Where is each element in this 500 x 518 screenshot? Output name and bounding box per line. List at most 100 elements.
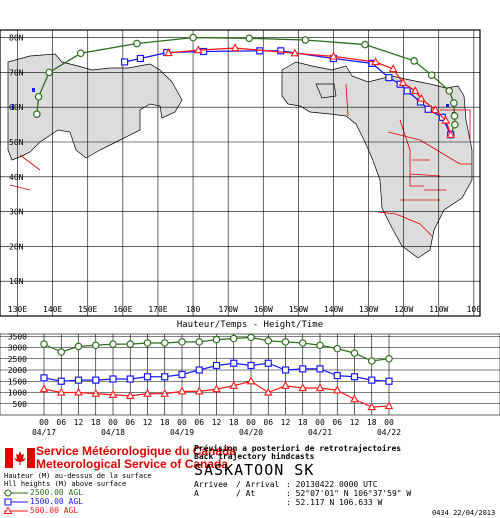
trajectory-point xyxy=(290,48,300,57)
at-label: / At xyxy=(236,489,256,498)
series-triangle xyxy=(39,376,394,411)
hour-tick-label: 06 xyxy=(125,418,135,427)
data-point xyxy=(316,365,324,373)
data-point xyxy=(281,338,290,346)
station-name: SASKATOON SK xyxy=(194,461,315,479)
date-tick-label: 04/21 xyxy=(308,428,332,437)
data-point xyxy=(247,361,255,370)
chart-series xyxy=(39,333,394,411)
data-point xyxy=(384,401,394,410)
data-point xyxy=(315,383,325,392)
data-point xyxy=(264,336,273,345)
data-point xyxy=(385,354,393,363)
trajectory-point xyxy=(245,34,254,43)
latitude-label: 40N xyxy=(9,173,24,182)
hour-tick-label: 18 xyxy=(91,418,101,427)
data-point xyxy=(350,373,359,381)
series-square xyxy=(40,359,393,385)
trajectory-point xyxy=(451,120,459,129)
trajectory-point xyxy=(33,110,41,118)
coordinates-decimal: : 52.117 N 106.633 W xyxy=(286,498,383,507)
trajectory-point xyxy=(445,87,454,95)
legend-markers xyxy=(3,489,28,514)
data-point xyxy=(247,333,255,342)
data-point xyxy=(161,373,169,381)
trajectory-point xyxy=(410,86,420,94)
latitude-label: 80N xyxy=(9,34,24,43)
data-point xyxy=(298,339,307,347)
data-point xyxy=(91,341,100,350)
data-point xyxy=(333,372,341,380)
trajectory-point xyxy=(427,71,436,79)
data-point xyxy=(298,383,308,392)
data-point xyxy=(332,385,342,394)
description-en: Back trajectory hindcasts xyxy=(194,452,315,461)
trajectory-point xyxy=(371,57,380,66)
trajectories xyxy=(33,33,459,139)
hour-tick-label: 00 xyxy=(315,418,325,427)
longitude-label: 180 xyxy=(186,305,201,314)
latitude-label: 30N xyxy=(9,208,24,217)
longitude-label: 100 xyxy=(467,305,482,314)
longitude-label: 170W xyxy=(219,305,238,314)
trajectory-point xyxy=(45,68,53,77)
data-point xyxy=(143,373,152,381)
legend-subtitle: Hll heights (M) above surface xyxy=(4,480,127,488)
data-point xyxy=(316,341,324,350)
hour-tick-label: 00 xyxy=(177,418,187,427)
arrival-label: / Arrival xyxy=(236,480,280,489)
data-point xyxy=(333,344,342,353)
data-point xyxy=(126,340,135,348)
longitude-label: 160W xyxy=(254,305,273,314)
trajectory-point xyxy=(424,105,432,113)
y-tick-label: 500 xyxy=(13,400,28,409)
data-point xyxy=(368,376,376,384)
data-point xyxy=(299,365,307,373)
latitude-label: 70N xyxy=(9,68,24,77)
trajectory-map: 80N 70N 60N 50N 40N 30N 20N 10N 130E 140E 150E 160… xyxy=(0,29,482,317)
height-time-chart: Hauteur/Temps - Height/Time 500 1000 1500 2… xyxy=(0,320,500,437)
arrival-value: : 20130422 0000 UTC xyxy=(286,480,378,489)
trajectory-line xyxy=(36,36,456,135)
series-circle xyxy=(40,333,393,365)
agency-name-fr: Service Météorologique du Canada xyxy=(36,444,237,458)
data-point xyxy=(350,349,359,357)
trajectory-point xyxy=(193,45,203,54)
trajectory-circle xyxy=(33,33,459,139)
trajectory-point xyxy=(385,74,393,82)
trajectory-point xyxy=(361,40,369,49)
hour-tick-label: 18 xyxy=(298,418,308,427)
data-point xyxy=(109,375,117,383)
latitude-labels: 80N 70N 60N 50N 40N 30N 20N 10N xyxy=(9,34,24,287)
data-point xyxy=(350,394,359,403)
date-tick-label: 04/18 xyxy=(101,428,125,437)
hour-tick-label: 06 xyxy=(263,418,273,427)
data-point xyxy=(57,348,66,356)
hour-tick-label: 00 xyxy=(246,418,256,427)
y-tick-label: 3500 xyxy=(8,332,27,341)
latitude-label: 50N xyxy=(9,138,24,147)
hour-tick-label: 12 xyxy=(74,418,84,427)
data-point xyxy=(91,388,101,397)
data-point xyxy=(281,366,290,374)
data-point xyxy=(74,342,83,351)
data-point xyxy=(385,377,393,385)
legend-item-2500: 2500.00 AGL xyxy=(30,488,83,497)
hour-tick-label: 00 xyxy=(39,418,49,427)
trajectory-point xyxy=(441,115,451,124)
longitude-label: 130W xyxy=(359,305,378,314)
latitude-label: 10N xyxy=(9,277,24,286)
data-point xyxy=(194,386,204,395)
x-tick-labels: 00 06 12 18 00 06 12 18 00 06 12 18 00 06 12 18 00 06 12 18… xyxy=(32,418,401,437)
chart-title: Hauteur/Temps - Height/Time xyxy=(177,320,323,330)
trajectory-point xyxy=(450,112,459,120)
longitude-label: 150E xyxy=(78,305,97,314)
data-point xyxy=(74,376,83,384)
data-point xyxy=(230,359,238,367)
data-point xyxy=(212,335,221,344)
trajectory-point xyxy=(416,93,426,102)
y-tick-label: 2500 xyxy=(8,355,27,364)
data-point xyxy=(125,391,135,400)
data-point xyxy=(160,339,169,347)
agency-name-en: Meteorological Service of Canada xyxy=(36,457,229,471)
